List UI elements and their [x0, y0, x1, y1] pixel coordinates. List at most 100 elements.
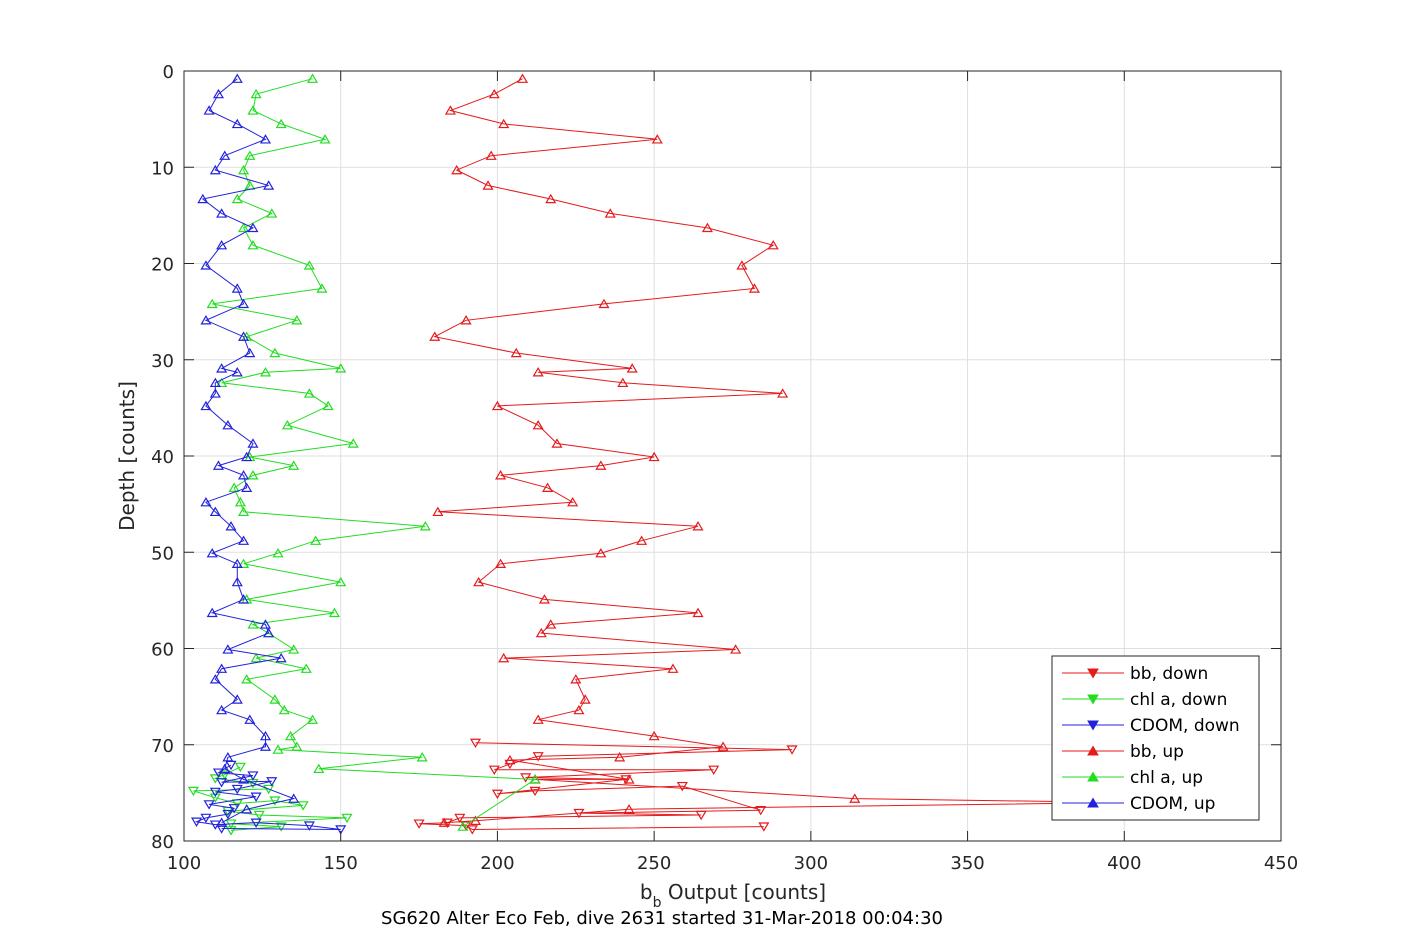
data-point	[460, 315, 472, 325]
data-point	[231, 784, 243, 795]
data-point	[595, 547, 607, 558]
data-point	[604, 208, 616, 218]
y-tick-label: 40	[151, 447, 174, 468]
data-point	[266, 208, 278, 218]
data-point	[303, 260, 315, 270]
data-point	[429, 331, 441, 341]
data-point	[247, 619, 259, 629]
data-point	[767, 239, 779, 250]
data-point	[241, 482, 253, 492]
data-point	[209, 388, 221, 398]
legend-label: CDOM, down	[1130, 716, 1240, 736]
data-point	[504, 754, 516, 765]
data-point	[244, 150, 256, 160]
data-point	[247, 239, 259, 250]
data-point	[570, 674, 582, 684]
x-axis-label-main: b	[640, 880, 653, 904]
x-axis-label-subscript: b	[653, 895, 662, 911]
data-point	[648, 451, 660, 462]
data-point	[272, 744, 284, 754]
series-line-cdom-up	[201, 78, 296, 824]
data-point	[667, 663, 679, 673]
y-axis-label: Depth [counts]	[115, 381, 139, 531]
data-point	[491, 789, 503, 800]
data-point	[241, 804, 253, 814]
data-point	[306, 714, 319, 724]
data-point	[238, 470, 250, 480]
data-point	[736, 260, 748, 270]
legend-item-bb-up: bb, up	[1062, 742, 1184, 762]
data-point	[269, 347, 281, 358]
data-point	[216, 363, 228, 373]
data-point	[288, 644, 300, 654]
x-tick-label: 300	[794, 853, 828, 874]
data-point	[231, 193, 243, 204]
data-point	[219, 150, 231, 160]
legend-marker	[1087, 720, 1099, 731]
data-point	[542, 482, 554, 492]
data-point	[216, 704, 228, 715]
data-point	[510, 347, 522, 358]
data-point	[730, 644, 742, 654]
data-point	[206, 547, 218, 558]
data-point	[238, 594, 250, 604]
data-point	[676, 781, 688, 792]
data-point	[516, 73, 529, 83]
data-point	[203, 800, 215, 810]
data-point	[469, 815, 482, 825]
legend-box	[1051, 655, 1260, 821]
data-point	[545, 193, 557, 204]
data-point	[253, 810, 265, 821]
data-point	[228, 482, 240, 492]
data-point	[322, 400, 334, 411]
data-point	[225, 826, 237, 836]
data-point	[209, 674, 221, 684]
data-point	[187, 786, 199, 797]
data-point	[200, 260, 212, 270]
data-point	[244, 714, 256, 724]
data-point	[416, 752, 428, 762]
y-tick-label: 0	[163, 62, 174, 83]
data-point	[209, 377, 221, 388]
data-point	[278, 704, 290, 715]
data-point	[617, 377, 629, 388]
legend-label: chl a, down	[1130, 690, 1227, 710]
data-point	[777, 388, 789, 398]
legend-label: CDOM, up	[1130, 794, 1215, 814]
x-tick-label: 400	[1107, 853, 1141, 874]
data-point	[219, 763, 231, 774]
y-tick-label: 50	[151, 543, 174, 564]
data-point	[241, 451, 253, 462]
data-point	[247, 771, 259, 781]
series-chl-a-down	[187, 762, 353, 836]
data-point	[291, 315, 303, 325]
data-point	[259, 730, 272, 741]
data-point	[573, 704, 585, 715]
legend-marker	[1087, 694, 1099, 705]
data-point	[206, 607, 218, 618]
data-point	[692, 607, 704, 618]
data-point	[250, 652, 262, 663]
data-point	[216, 239, 228, 250]
data-point	[692, 521, 704, 531]
data-point	[545, 619, 557, 629]
data-point	[598, 298, 610, 309]
data-point	[579, 694, 591, 704]
data-point	[269, 694, 281, 704]
data-point	[259, 741, 272, 751]
data-point	[275, 652, 287, 663]
data-point	[222, 644, 234, 654]
data-point	[701, 222, 713, 233]
data-point	[498, 118, 510, 129]
data-point	[708, 765, 720, 776]
data-point	[495, 470, 507, 480]
data-point	[432, 506, 444, 517]
data-point	[748, 283, 760, 293]
data-point	[636, 535, 648, 545]
data-point	[263, 784, 275, 795]
data-point	[238, 774, 250, 784]
data-point	[849, 793, 861, 803]
x-axis-label-rest: Output [counts]	[661, 880, 826, 904]
data-point	[648, 730, 660, 741]
